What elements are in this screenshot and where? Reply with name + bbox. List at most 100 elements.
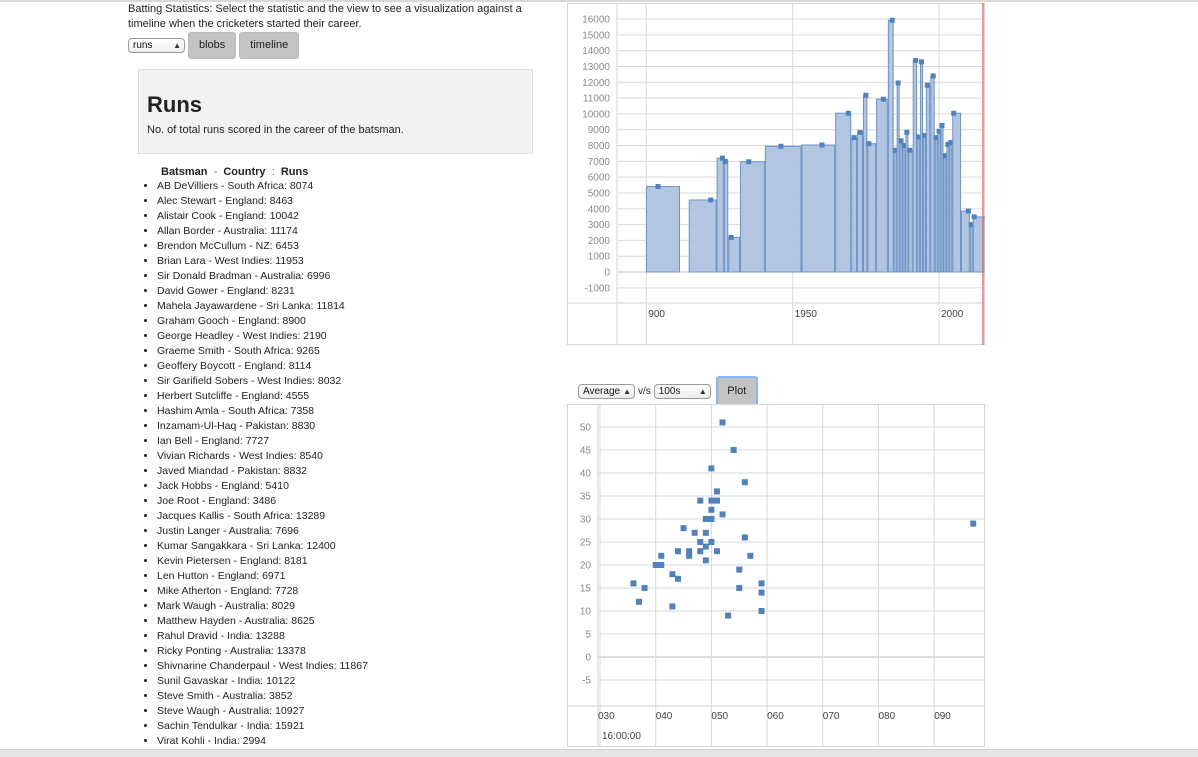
top-border bbox=[0, 0, 1198, 2]
bar-marker bbox=[907, 147, 913, 153]
bar bbox=[857, 131, 863, 273]
bar bbox=[739, 161, 765, 273]
scatter-chart: -5 0 5 10 15 20 25 30 35 40 45 50 030 040 050 060 070 080… bbox=[567, 404, 985, 747]
x-tick-label: 090 bbox=[934, 711, 951, 722]
scatter-point bbox=[758, 589, 765, 596]
x-tick-label: 2000 bbox=[941, 309, 964, 320]
scatter-point bbox=[697, 497, 704, 504]
player-item: Allan Border - Australia: 11174 bbox=[157, 224, 368, 239]
y-tick-label: 0 bbox=[604, 268, 610, 279]
bar-marker bbox=[916, 134, 922, 140]
runs-timeline-chart: -1000 0 1000 2000 3000 4000 5000 6000 7000 8000 90… bbox=[567, 3, 985, 345]
player-item: Jack Hobbs - England: 5410 bbox=[157, 479, 368, 494]
select-arrows-icon: ▲︎ bbox=[698, 386, 707, 396]
bar-marker bbox=[936, 128, 942, 134]
player-item: Javed Miandad - Pakistan: 8832 bbox=[157, 464, 368, 479]
x-tick-label: 080 bbox=[879, 711, 896, 722]
scatter-point bbox=[635, 598, 642, 605]
x-tick-label: 1950 bbox=[795, 309, 818, 320]
plot-button[interactable]: Plot bbox=[715, 376, 758, 406]
bar-marker bbox=[939, 122, 945, 128]
player-item: Kumar Sangakkara - Sri Lanka: 12400 bbox=[157, 539, 368, 554]
player-item: Alistair Cook - England: 10042 bbox=[157, 209, 368, 224]
y-tick-label: 20 bbox=[580, 561, 592, 572]
bar bbox=[835, 112, 852, 273]
y-stat-select[interactable]: 100s ▲︎ bbox=[653, 383, 711, 399]
bar-marker bbox=[819, 142, 825, 148]
player-item: Sachin Tendulkar - India: 15921 bbox=[157, 719, 368, 734]
player-item: Mahela Jayawardene - Sri Lanka: 11814 bbox=[157, 299, 368, 314]
bar bbox=[887, 19, 894, 273]
player-item: Hashim Amla - South Africa: 7358 bbox=[157, 404, 368, 419]
bar bbox=[716, 157, 724, 273]
scatter-point bbox=[736, 566, 743, 573]
bar-marker bbox=[901, 143, 907, 148]
bar bbox=[908, 149, 913, 273]
y-tick-label: 14000 bbox=[582, 46, 610, 57]
player-item: Matthew Hayden - Australia: 8625 bbox=[157, 614, 368, 629]
bar-marker bbox=[919, 59, 925, 65]
x-tick-label: 900 bbox=[648, 309, 665, 320]
bar bbox=[934, 137, 938, 273]
bar-marker bbox=[895, 80, 901, 86]
stat-info-panel: Runs No. of total runs scored in the car… bbox=[138, 69, 533, 154]
list-header-batsman: Batsman bbox=[161, 166, 208, 178]
plot-controls: Average ▲︎ v/s 100s ▲︎ Plot bbox=[578, 376, 758, 406]
blobs-button[interactable]: blobs bbox=[188, 31, 237, 59]
bar-marker bbox=[892, 147, 898, 153]
scatter-point bbox=[702, 516, 709, 522]
stat-select[interactable]: runs ▲︎ bbox=[128, 37, 185, 53]
bar-marker bbox=[889, 17, 895, 23]
bar bbox=[645, 185, 680, 273]
bar-marker bbox=[851, 135, 857, 141]
bar bbox=[899, 140, 903, 273]
scatter-point bbox=[697, 539, 704, 545]
chart-frame bbox=[567, 404, 985, 747]
y-tick-label: 25 bbox=[580, 538, 592, 549]
y-tick-label: 9000 bbox=[588, 125, 611, 136]
scatter-point bbox=[747, 552, 754, 559]
bar bbox=[949, 142, 953, 273]
player-item: Brendon McCullum - NZ: 6453 bbox=[157, 239, 368, 254]
player-item: Mark Waugh - Australia: 8029 bbox=[157, 599, 368, 614]
player-item: Graham Gooch - England: 8900 bbox=[157, 314, 368, 329]
y-tick-label: 5000 bbox=[588, 188, 611, 199]
bar-marker bbox=[924, 82, 930, 88]
x-tick-label: 070 bbox=[823, 711, 840, 722]
player-item: Justin Langer - Australia: 7696 bbox=[157, 524, 368, 539]
scatter-point bbox=[719, 419, 726, 426]
bar bbox=[893, 149, 897, 273]
stat-select-value: runs bbox=[133, 39, 153, 51]
player-item: Geoffery Boycott - England: 8114 bbox=[157, 359, 368, 374]
player-item: Sir Garifield Sobers - West Indies: 8032 bbox=[157, 374, 368, 389]
bar-marker bbox=[904, 129, 910, 135]
bar-marker bbox=[722, 158, 728, 164]
scatter-point bbox=[686, 552, 693, 559]
scatter-point bbox=[680, 525, 687, 532]
scatter-point bbox=[702, 529, 709, 536]
bar-marker bbox=[968, 222, 974, 228]
player-item: Len Hutton - England: 6971 bbox=[157, 569, 368, 584]
x-tick-label: 060 bbox=[767, 711, 784, 722]
scatter-point bbox=[713, 488, 720, 495]
stat-title: Runs bbox=[147, 92, 202, 117]
bar bbox=[961, 210, 970, 273]
player-item: Mike Atherton - England: 7728 bbox=[157, 584, 368, 599]
timeline-button[interactable]: timeline bbox=[239, 31, 300, 59]
scatter-point bbox=[725, 612, 732, 619]
x-stat-select[interactable]: Average ▲︎ bbox=[578, 383, 635, 399]
list-header-runs: Runs bbox=[280, 166, 309, 178]
y-tick-label: 12000 bbox=[582, 78, 610, 89]
bar bbox=[801, 144, 836, 273]
bar bbox=[922, 135, 926, 273]
player-item: Brian Lara - West Indies: 11953 bbox=[157, 254, 368, 269]
bar bbox=[862, 94, 868, 273]
player-item: Kevin Pietersen - England: 8181 bbox=[157, 554, 368, 569]
x-stat-select-value: Average bbox=[583, 385, 621, 397]
scatter-point bbox=[736, 585, 743, 591]
player-item: Jacques Kallis - South Africa: 13289 bbox=[157, 509, 368, 524]
bar bbox=[969, 224, 973, 273]
player-item: Graeme Smith - South Africa: 9265 bbox=[157, 344, 368, 359]
player-item: David Gower - England: 8231 bbox=[157, 284, 368, 299]
y-tick-label: 13000 bbox=[582, 62, 610, 73]
